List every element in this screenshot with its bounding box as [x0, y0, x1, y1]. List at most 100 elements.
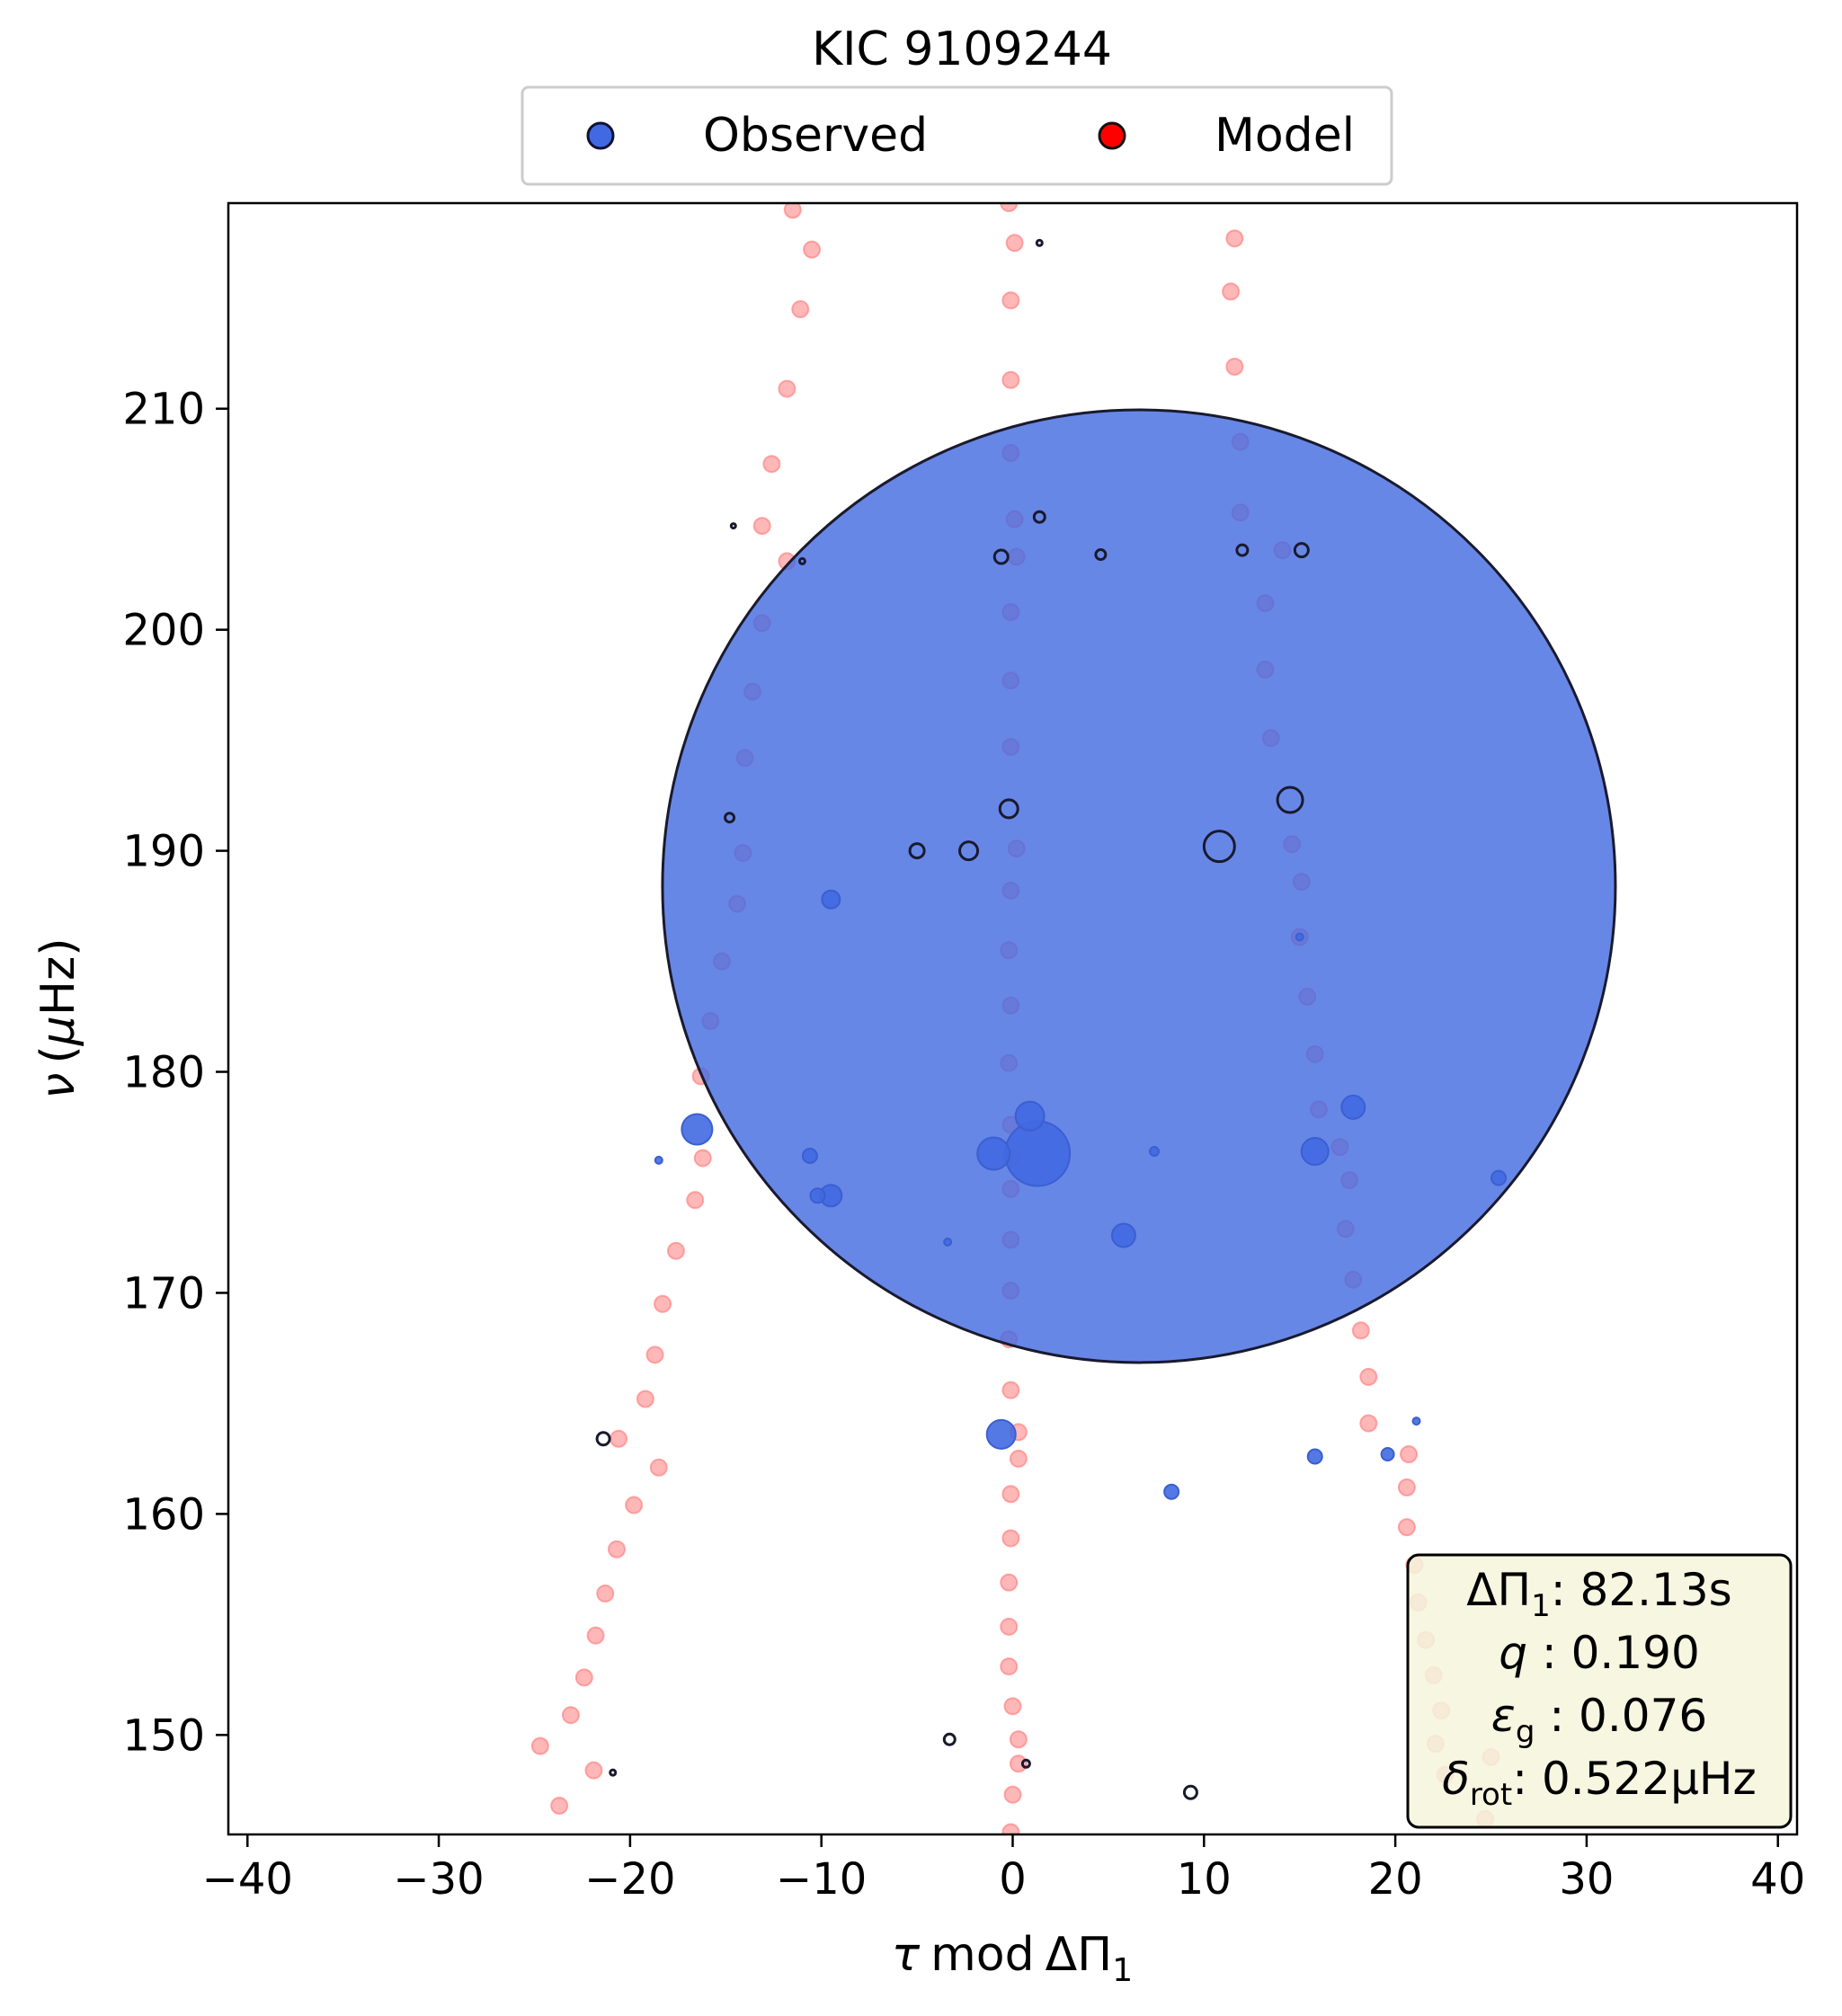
- observed-point: [908, 842, 926, 860]
- x-tick-label: 20: [1368, 1854, 1423, 1905]
- observed-point: [1300, 1137, 1330, 1167]
- model-point: [1001, 291, 1020, 310]
- observed-point: [1020, 1758, 1031, 1769]
- y-axis-label-symbol: ν: [31, 1073, 85, 1099]
- model-point: [762, 455, 781, 474]
- model-point: [574, 1668, 593, 1687]
- observed-point: [797, 556, 806, 565]
- model-point: [686, 1191, 705, 1210]
- model-point: [778, 379, 796, 398]
- x-tick-label: 0: [999, 1854, 1027, 1905]
- model-point: [1359, 1367, 1378, 1386]
- x-axis-label-mod: mod: [930, 1928, 1034, 1982]
- info-box-frame: [1406, 1553, 1793, 1829]
- observed-point: [801, 1147, 818, 1164]
- observed-point: [1202, 830, 1236, 864]
- observed-point: [1293, 542, 1310, 559]
- x-axis-label-delta: ΔΠ: [1046, 1928, 1113, 1982]
- info-line: ΔΠ1: 82.13s: [1466, 1564, 1731, 1624]
- model-point: [1001, 1381, 1020, 1399]
- y-tick-label: 160: [122, 1489, 205, 1540]
- observed-point: [1035, 238, 1044, 247]
- legend-marker-observed: [586, 121, 615, 150]
- model-point: [649, 1458, 668, 1477]
- y-tick-label: 200: [122, 606, 205, 656]
- legend-label-model: Model: [1215, 109, 1355, 163]
- observed-point: [1148, 1146, 1160, 1158]
- y-axis-label: ν (μHz): [31, 937, 85, 1098]
- y-axis-label-unit-open: (: [31, 1045, 85, 1063]
- x-tick-label: −20: [584, 1854, 675, 1905]
- observed-point: [998, 798, 1019, 820]
- model-point: [645, 1345, 664, 1364]
- observed-point: [809, 1187, 826, 1204]
- observed-point: [724, 812, 736, 824]
- observed-point: [1032, 510, 1046, 524]
- model-point: [1222, 282, 1241, 301]
- observed-point: [821, 889, 841, 910]
- observed-series: [595, 238, 1617, 1800]
- model-point: [783, 203, 802, 219]
- info-line: q : 0.190: [1499, 1627, 1700, 1679]
- observed-point: [595, 1431, 611, 1447]
- model-point: [596, 1584, 615, 1603]
- x-tick-label: 30: [1559, 1854, 1614, 1905]
- y-tick-label: 170: [122, 1268, 205, 1319]
- observed-point: [654, 1155, 663, 1165]
- observed-point: [1235, 543, 1250, 557]
- model-point: [1359, 1414, 1378, 1433]
- model-point: [561, 1706, 580, 1725]
- x-tick-label: −40: [202, 1854, 293, 1905]
- observed-point: [1340, 1094, 1366, 1120]
- observed-point: [1276, 786, 1304, 814]
- model-point: [666, 1241, 685, 1260]
- model-point: [530, 1736, 549, 1755]
- model-point: [1351, 1321, 1370, 1340]
- model-point: [584, 1761, 603, 1780]
- model-point: [625, 1496, 644, 1514]
- model-point: [1225, 357, 1244, 376]
- model-point: [791, 300, 810, 319]
- observed-point: [681, 1113, 714, 1146]
- model-point: [1003, 1697, 1022, 1716]
- x-axis-label-sub: 1: [1112, 1952, 1133, 1989]
- legend: Observed Model: [521, 85, 1393, 186]
- observed-point: [1306, 1448, 1323, 1465]
- observed-point: [992, 548, 1010, 565]
- model-point: [1001, 1529, 1020, 1548]
- observed-point: [942, 1732, 957, 1746]
- observed-point: [1182, 1784, 1198, 1800]
- model-point: [1003, 1785, 1022, 1804]
- observed-point: [1014, 1100, 1046, 1132]
- legend-label-observed: Observed: [703, 109, 928, 163]
- observed-point: [1110, 1222, 1136, 1248]
- x-tick-label: 40: [1750, 1854, 1805, 1905]
- chart-title: KIC 9109244: [812, 22, 1112, 76]
- model-point: [1397, 1478, 1416, 1496]
- y-tick-label: 190: [122, 827, 205, 877]
- legend-frame: [521, 85, 1393, 186]
- model-point: [1009, 1730, 1028, 1749]
- model-point: [1000, 203, 1019, 212]
- model-point: [693, 1149, 712, 1168]
- x-axis-label: τ mod ΔΠ1: [892, 1928, 1133, 1989]
- y-axis-label-mu: μ: [31, 1016, 85, 1046]
- model-point: [1000, 1573, 1019, 1592]
- observed-point: [661, 408, 1617, 1364]
- model-point: [1001, 1823, 1020, 1834]
- info-line: εg : 0.076: [1491, 1690, 1707, 1750]
- observed-point: [976, 1136, 1011, 1171]
- x-tick-label: −10: [776, 1854, 867, 1905]
- observed-point: [985, 1418, 1017, 1450]
- y-tick-label: 210: [122, 385, 205, 435]
- observed-point: [609, 1768, 618, 1777]
- observed-point: [1004, 1120, 1072, 1187]
- model-point: [1009, 1754, 1028, 1773]
- y-tick-label: 150: [122, 1710, 205, 1761]
- model-point: [803, 240, 822, 259]
- model-point: [1397, 1518, 1416, 1537]
- observed-point: [1380, 1446, 1395, 1461]
- model-point: [1000, 1657, 1019, 1676]
